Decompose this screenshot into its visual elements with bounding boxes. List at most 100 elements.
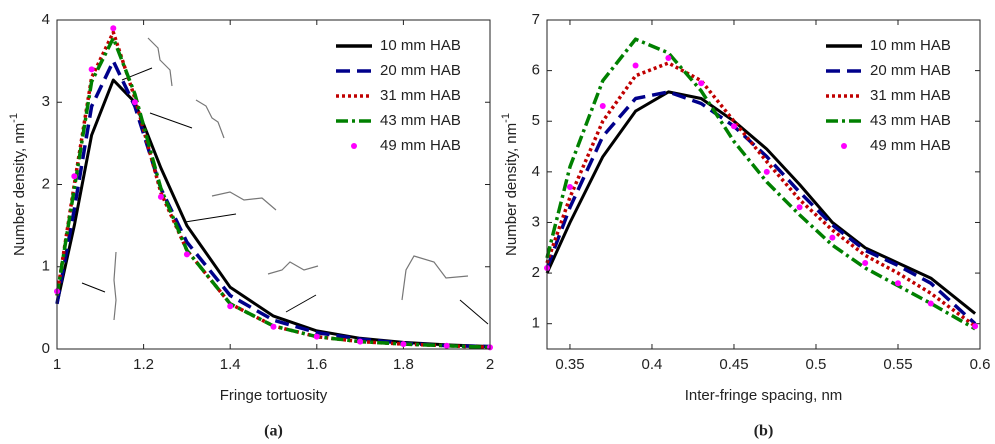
legend-entry: 10 mm HAB <box>826 37 951 54</box>
data-point <box>88 66 95 73</box>
series-line <box>55 36 491 350</box>
y-axis-label: Number density, nm-1 <box>500 113 520 256</box>
x-tick-label: 1.8 <box>393 356 414 373</box>
y-axis-label-superscript: -1 <box>8 113 20 123</box>
fringe-sketch <box>211 191 277 211</box>
data-point <box>972 323 979 330</box>
y-axis-label: Number density, nm-1 <box>8 113 28 256</box>
y-tick-label: 4 <box>532 163 540 180</box>
data-point <box>183 251 190 258</box>
legend-entry: 43 mm HAB <box>826 112 951 129</box>
y-tick-label: 4 <box>42 11 50 28</box>
y-tick-label: 5 <box>532 112 540 129</box>
data-point <box>566 184 573 191</box>
legend-label: 20 mm HAB <box>870 62 951 79</box>
data-point <box>665 54 672 61</box>
y-axis-label-text: Number density, nm <box>11 123 28 256</box>
legend-label: 10 mm HAB <box>870 37 951 54</box>
data-point <box>796 204 803 211</box>
data-point <box>862 259 869 266</box>
fringe-sketch <box>401 255 469 301</box>
y-tick-label: 6 <box>532 62 540 79</box>
data-point <box>313 333 320 340</box>
panel-caption: (a) <box>264 423 283 440</box>
x-axis-label: Fringe tortuosity <box>220 387 328 404</box>
y-tick-label: 2 <box>42 175 50 192</box>
y-tick-label: 7 <box>532 11 540 28</box>
series-line <box>545 37 976 331</box>
data-point <box>71 173 78 180</box>
data-point <box>730 123 737 130</box>
arrow <box>81 282 106 293</box>
legend-entry: 31 mm HAB <box>826 87 951 104</box>
panel: 0.35 0.4 0.45 0.5 0.55 0.6 1 2 3 4 5 6 7 10 mm HAB 20 … <box>500 11 991 440</box>
series-line <box>545 90 977 315</box>
data-point <box>829 234 836 241</box>
data-point <box>632 62 639 69</box>
data-point <box>270 323 277 330</box>
data-point <box>927 300 934 307</box>
x-tick-label: 1.4 <box>220 356 241 373</box>
arrow <box>459 299 489 325</box>
fringe-sketch <box>113 251 117 321</box>
legend-entry: 10 mm HAB <box>336 37 461 54</box>
axes-box <box>56 19 491 350</box>
data-point <box>227 303 234 310</box>
series-line <box>545 61 977 328</box>
y-tick-label: 1 <box>42 258 50 275</box>
legend-label: 49 mm HAB <box>870 137 951 154</box>
legend-label: 43 mm HAB <box>870 112 951 129</box>
panel-caption: (b) <box>754 423 774 440</box>
y-tick-label: 1 <box>532 315 540 332</box>
data-point <box>110 25 117 32</box>
x-tick-label: 0.4 <box>642 356 663 373</box>
data-point <box>443 342 450 349</box>
legend-entry: 20 mm HAB <box>336 62 461 79</box>
legend-label: 31 mm HAB <box>870 87 951 104</box>
legend-entry: 20 mm HAB <box>826 62 951 79</box>
legend-entry: 43 mm HAB <box>336 112 461 129</box>
fringe-sketch <box>195 99 225 139</box>
series-line <box>55 78 491 348</box>
legend-label: 10 mm HAB <box>380 37 461 54</box>
axes-box <box>546 19 981 350</box>
arrow <box>285 294 317 313</box>
x-tick-label: 2 <box>486 356 494 373</box>
legend-label: 49 mm HAB <box>380 137 461 154</box>
y-tick-label: 3 <box>42 93 50 110</box>
legend-entry: 31 mm HAB <box>336 87 461 104</box>
y-tick-label: 3 <box>532 213 540 230</box>
data-point <box>599 103 606 110</box>
fringe-sketch <box>267 261 319 275</box>
y-axis-label-superscript: -1 <box>500 113 512 123</box>
data-point <box>357 338 364 345</box>
legend-label: 31 mm HAB <box>380 87 461 104</box>
data-point <box>400 341 407 348</box>
arrow <box>184 213 237 223</box>
series-line <box>545 90 977 325</box>
x-tick-label: 1.6 <box>306 356 327 373</box>
legend-entry: 49 mm HAB <box>351 137 461 154</box>
data-point <box>131 99 138 106</box>
x-tick-label: 0.5 <box>806 356 827 373</box>
legend-marker <box>351 143 357 149</box>
arrow <box>149 112 193 129</box>
x-tick-label: 0.35 <box>555 356 584 373</box>
data-point <box>763 168 770 175</box>
y-tick-label: 2 <box>532 264 540 281</box>
data-point <box>698 80 705 87</box>
data-point <box>157 193 164 200</box>
x-axis-label: Inter-fringe spacing, nm <box>685 387 843 404</box>
y-axis-label-text: Number density, nm <box>503 123 520 256</box>
x-tick-label: 0.55 <box>883 356 912 373</box>
x-tick-label: 0.6 <box>970 356 991 373</box>
legend-label: 20 mm HAB <box>380 62 461 79</box>
y-tick-label: 0 <box>42 340 50 357</box>
x-tick-label: 1.2 <box>133 356 154 373</box>
legend-marker <box>841 143 847 149</box>
legend-entry: 49 mm HAB <box>841 137 951 154</box>
data-point <box>894 280 901 287</box>
x-tick-label: 0.45 <box>719 356 748 373</box>
